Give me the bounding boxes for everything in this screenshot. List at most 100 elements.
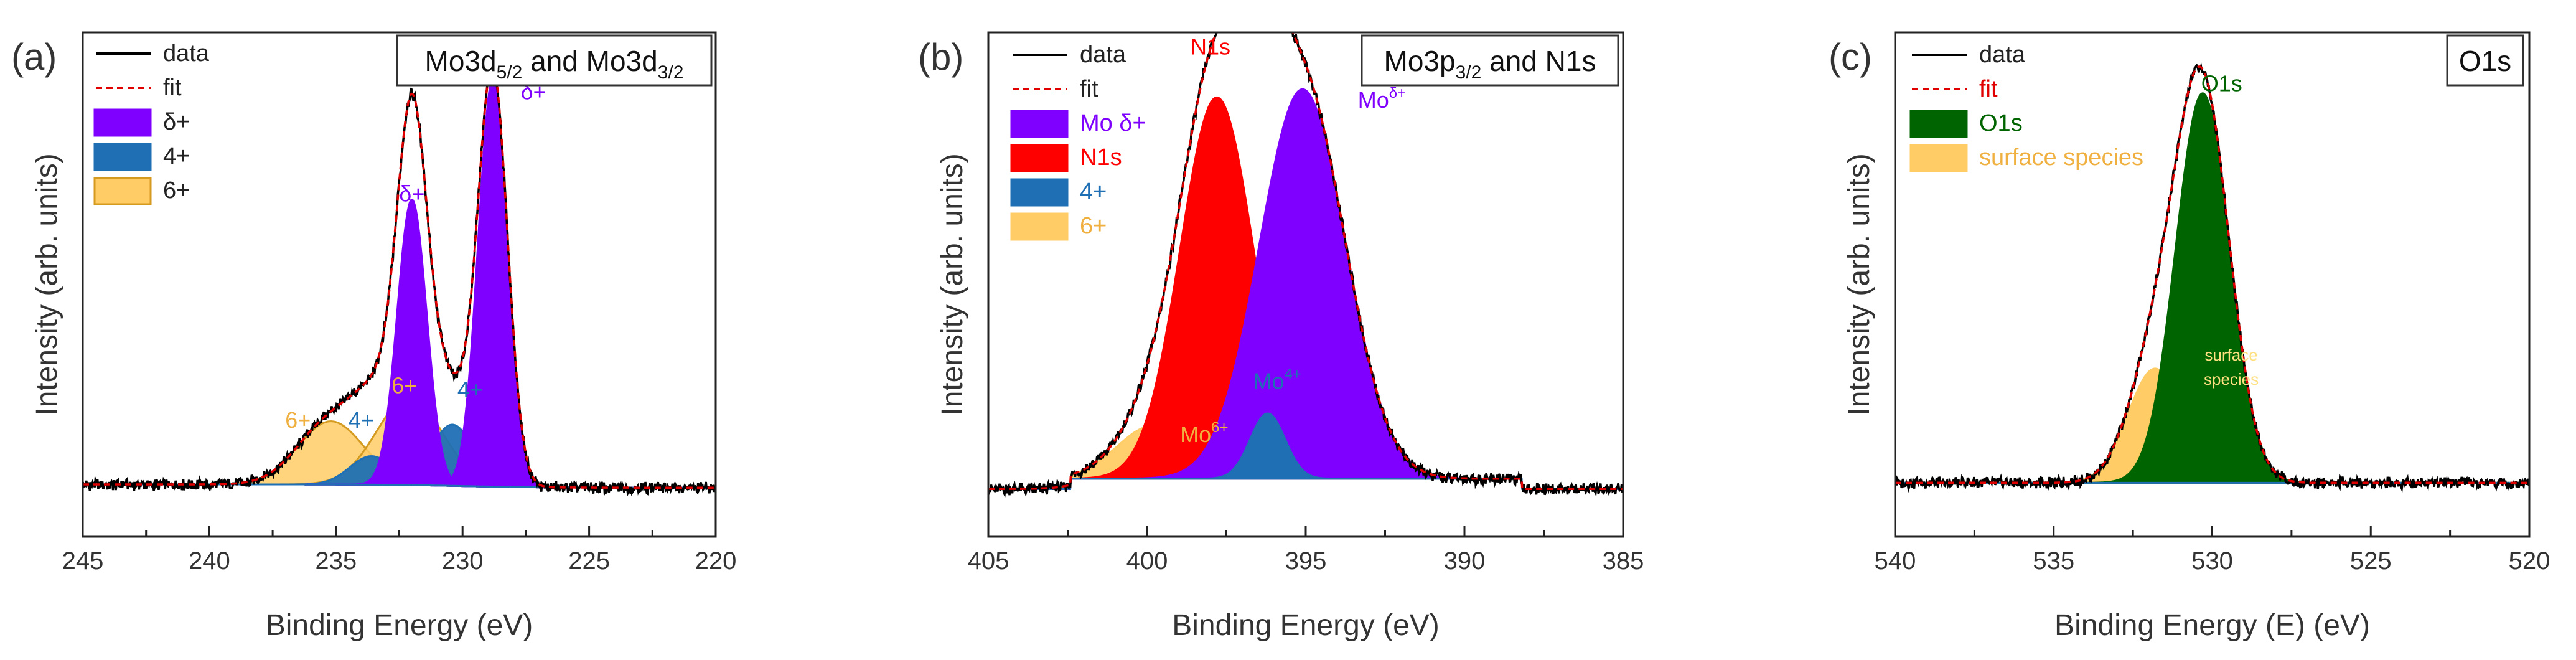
legend-entry-label: data bbox=[1979, 42, 2026, 68]
peak-annotation: Mo4+ bbox=[1253, 366, 1301, 394]
peak-annotation: 4+ bbox=[457, 377, 483, 402]
peak-annotation: 6+ bbox=[285, 407, 311, 433]
x-tick-label: 225 bbox=[568, 547, 610, 575]
legend-entry-label: fit bbox=[163, 75, 182, 101]
panel-label: (c) bbox=[1829, 36, 1872, 78]
fit-series-line bbox=[1895, 65, 2529, 484]
peak-annotation-text: 6+ bbox=[391, 372, 417, 398]
panel-title-subscript: 3/2 bbox=[658, 62, 684, 83]
x-tick-label: 405 bbox=[968, 547, 1009, 575]
peak-annotation-superscript: δ+ bbox=[1389, 85, 1406, 101]
peak-annotation-text: species bbox=[2204, 370, 2259, 389]
y-axis-label: Intensity (arb. units) bbox=[1843, 153, 1876, 416]
panel-title-subscript: 5/2 bbox=[497, 62, 523, 83]
x-tick-label: 540 bbox=[1875, 547, 1916, 575]
peak-annotation-text: 4+ bbox=[349, 407, 374, 433]
peak-annotation: N1s bbox=[1191, 34, 1230, 60]
x-tick-label: 235 bbox=[315, 547, 357, 575]
panel-title-text: and Mo3d bbox=[522, 45, 657, 77]
x-tick-label: 535 bbox=[2033, 547, 2074, 575]
legend-swatch-patch bbox=[93, 143, 152, 171]
component-peak---4 bbox=[83, 198, 716, 489]
peak-annotation: surface bbox=[2204, 346, 2257, 364]
x-tick-label: 525 bbox=[2350, 547, 2392, 575]
peak-annotation: 4+ bbox=[349, 407, 374, 433]
panel-label: (b) bbox=[918, 36, 963, 78]
peak-annotation-text: Mo bbox=[1358, 87, 1389, 113]
peak-annotation-text: O1s bbox=[2201, 71, 2242, 97]
x-tick-label: 400 bbox=[1126, 547, 1168, 575]
peak-annotation-text: N1s bbox=[1191, 34, 1230, 60]
legend-entry-label: 6+ bbox=[1080, 213, 1107, 239]
panel-title-text: Mo3d bbox=[425, 45, 497, 77]
peak-annotation-text: surface bbox=[2204, 346, 2257, 364]
panel-title: Mo3p3/2 and N1s bbox=[1384, 45, 1596, 83]
legend-entry-label: O1s bbox=[1979, 110, 2023, 136]
legend-swatch-patch bbox=[1909, 110, 1968, 138]
legend-entry-label: 4+ bbox=[163, 143, 190, 169]
legend-entry-label: N1s bbox=[1080, 144, 1122, 171]
panel-title-box bbox=[2446, 34, 2524, 87]
panel-title: O1s bbox=[2459, 45, 2511, 77]
x-axis-label: Binding Energy (eV) bbox=[266, 609, 533, 642]
panel-title-box bbox=[1361, 34, 1619, 87]
legend-entry-label: 6+ bbox=[163, 177, 190, 204]
x-tick-label: 245 bbox=[62, 547, 104, 575]
peak-annotation-text: 6+ bbox=[285, 407, 311, 433]
x-tick-label: 530 bbox=[2191, 547, 2233, 575]
x-tick-label: 390 bbox=[1444, 547, 1486, 575]
legend-swatch-patch bbox=[93, 108, 152, 137]
legend-entry-label: δ+ bbox=[163, 109, 190, 135]
peak-annotation: δ+ bbox=[399, 181, 424, 206]
plot-area bbox=[1895, 62, 2529, 494]
peak-annotation-text: Mo bbox=[1180, 422, 1211, 447]
peak-annotation: Mo6+ bbox=[1180, 419, 1228, 447]
legend-swatch-patch bbox=[1010, 110, 1069, 138]
legend-entry-label: fit bbox=[1979, 76, 1998, 102]
legend-swatch-patch bbox=[93, 177, 152, 205]
legend-entry-label: 4+ bbox=[1080, 179, 1107, 205]
panel-title-text: and N1s bbox=[1481, 45, 1596, 77]
peak-annotation: 6+ bbox=[391, 372, 417, 398]
peak-annotation-text: 4+ bbox=[457, 377, 483, 402]
x-tick-label: 240 bbox=[189, 547, 230, 575]
legend-swatch-patch bbox=[1010, 144, 1069, 172]
legend-swatch-patch bbox=[1010, 212, 1069, 241]
legend-entry-label: data bbox=[163, 40, 210, 67]
chart-panel-0: δ+ δ+ 6+ 4+ 6+ 4+ 245 240 235 230 225 220 Binding En… bbox=[11, 31, 737, 642]
legend-swatch-patch bbox=[1909, 144, 1968, 172]
panel-title: Mo3d5/2 and Mo3d3/2 bbox=[425, 45, 684, 83]
chart-panel-2: O1s surface species 540 535 530 525 520 Binding … bbox=[1829, 31, 2550, 642]
panel-title-text: Mo3p bbox=[1384, 45, 1456, 77]
x-tick-label: 395 bbox=[1285, 547, 1327, 575]
x-tick-label: 385 bbox=[1603, 547, 1644, 575]
peak-annotation: O1s bbox=[2201, 71, 2242, 97]
x-tick-label: 220 bbox=[695, 547, 737, 575]
peak-annotation-superscript: 6+ bbox=[1211, 419, 1228, 436]
peak-annotation-text: δ+ bbox=[399, 181, 424, 206]
y-axis-label: Intensity (arb. units) bbox=[936, 153, 969, 416]
x-axis-label: Binding Energy (E) (eV) bbox=[2054, 609, 2370, 642]
y-axis-label: Intensity (arb. units) bbox=[30, 153, 63, 416]
panel-title-box bbox=[396, 34, 713, 87]
panel-title-subscript: 3/2 bbox=[1456, 62, 1482, 83]
data-series-line bbox=[83, 59, 716, 497]
legend-swatch-patch bbox=[1010, 178, 1069, 207]
panel-title-text: O1s bbox=[2459, 45, 2511, 77]
peak-annotation-text: Mo bbox=[1253, 369, 1284, 394]
fit-series-line bbox=[988, 32, 1623, 490]
panel-label: (a) bbox=[11, 36, 57, 78]
peak-annotation: species bbox=[2204, 370, 2259, 389]
legend-entry-label: surface species bbox=[1979, 144, 2143, 171]
x-tick-label: 520 bbox=[2509, 547, 2550, 575]
legend-entry-label: data bbox=[1080, 42, 1126, 68]
peak-annotation-superscript: 4+ bbox=[1284, 366, 1301, 383]
legend-entry-label: Mo δ+ bbox=[1080, 110, 1146, 136]
x-tick-label: 230 bbox=[442, 547, 484, 575]
peak-annotation: Moδ+ bbox=[1358, 85, 1406, 113]
x-axis-label: Binding Energy (eV) bbox=[1172, 609, 1440, 642]
plot-area bbox=[988, 32, 1623, 498]
plot-area bbox=[83, 59, 716, 497]
